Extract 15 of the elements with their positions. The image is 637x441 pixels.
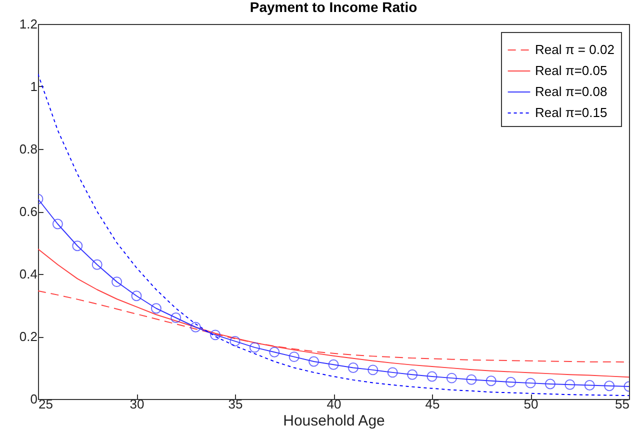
line-series <box>38 248 629 378</box>
legend-label: Real π=0.15 <box>535 105 608 120</box>
y-tick-label: 0.8 <box>19 142 38 156</box>
legend-label: Real π=0.08 <box>535 84 608 99</box>
legend-label: Real π = 0.02 <box>535 42 614 57</box>
legend-label: Real π=0.05 <box>535 63 608 78</box>
y-tick-label: 0.2 <box>19 329 38 344</box>
y-tick-label: 1 <box>30 79 38 94</box>
chart-title: Payment to Income Ratio <box>250 0 418 15</box>
line-series <box>38 74 629 396</box>
y-tick-label: 0.4 <box>19 266 38 282</box>
x-axis-title: Household Age <box>283 412 385 430</box>
y-tick-label: 0 <box>30 392 38 406</box>
y-tick-label: 0.6 <box>19 204 38 219</box>
y-tick-label: 1.2 <box>19 16 38 32</box>
